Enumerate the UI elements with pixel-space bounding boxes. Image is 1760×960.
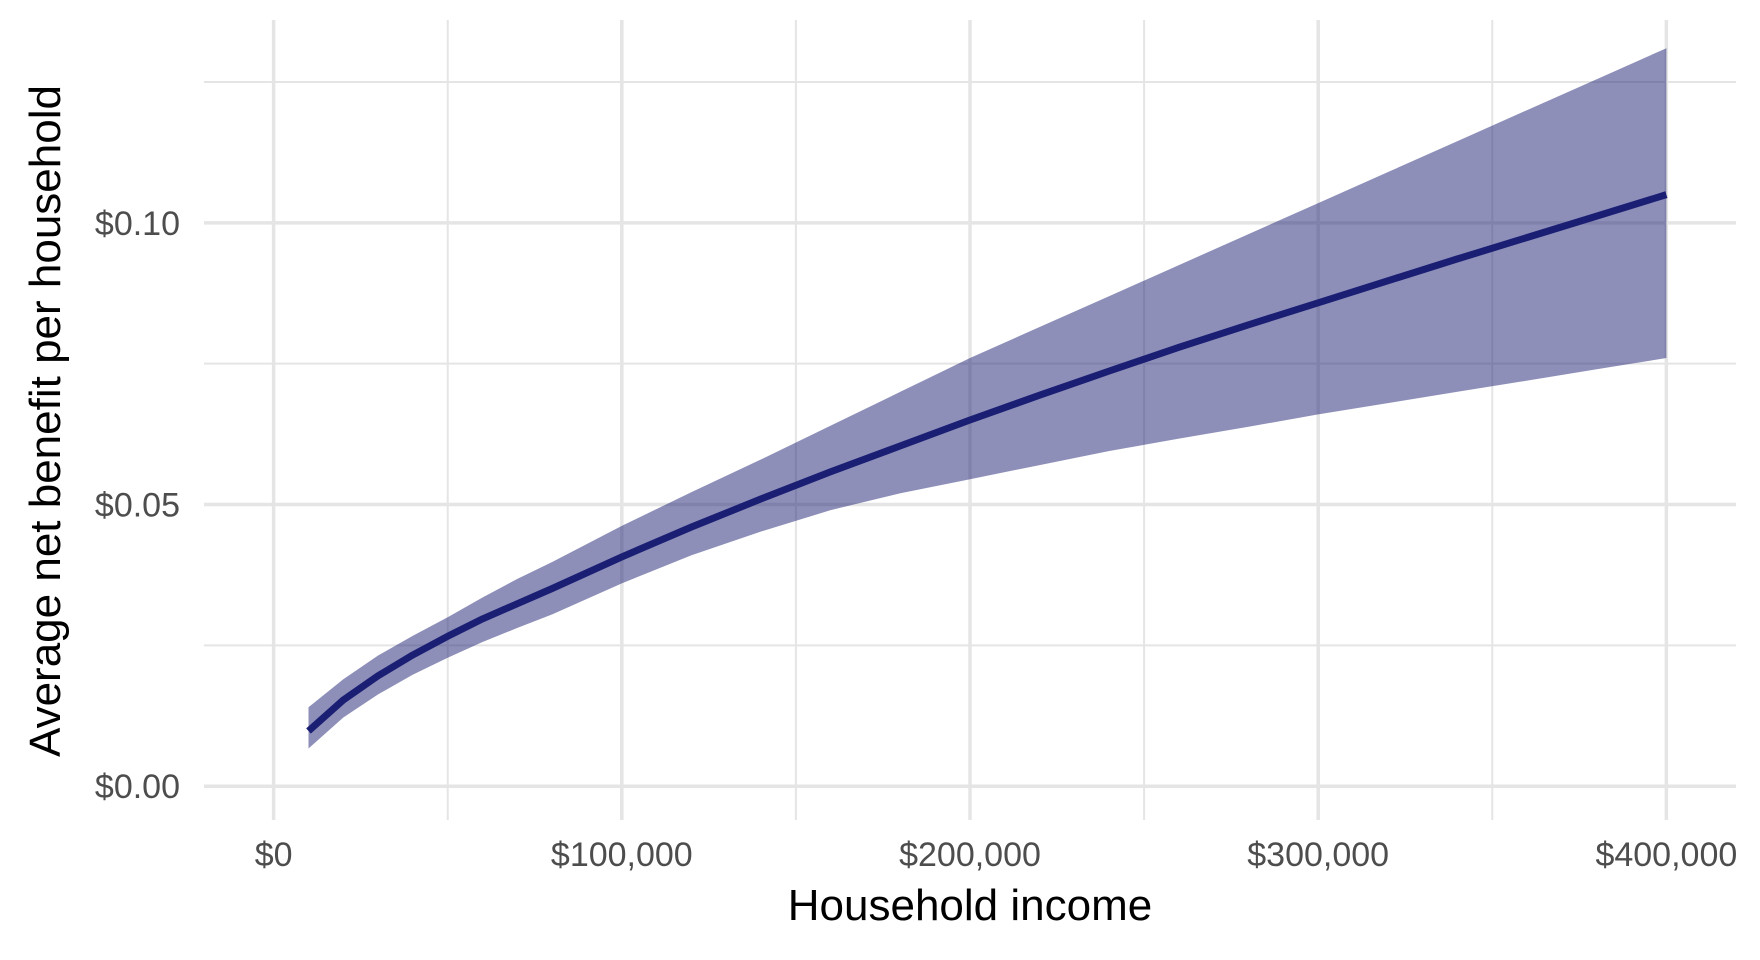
x-tick-label: $200,000: [899, 836, 1041, 874]
y-axis-title: Average net benefit per household: [21, 85, 70, 757]
confidence-band-layer: [308, 48, 1667, 749]
x-tick-label: $400,000: [1595, 836, 1737, 874]
y-tick-label: $0.10: [95, 205, 180, 243]
confidence-band: [308, 48, 1667, 749]
series-line: [306, 191, 1668, 734]
y-tick-label: $0.05: [95, 487, 180, 525]
x-tick-label: $0: [255, 836, 293, 874]
y-axis-ticks: $0.00 $0.05 $0.10: [95, 205, 180, 806]
x-tick-label: $300,000: [1247, 836, 1389, 874]
y-tick-label: $0.00: [95, 768, 180, 806]
x-axis-ticks: $0 $100,000 $200,000 $300,000 $400,000: [255, 836, 1738, 874]
x-axis-title: Household income: [788, 881, 1152, 930]
x-tick-label: $100,000: [551, 836, 693, 874]
line-layer: [306, 191, 1668, 734]
